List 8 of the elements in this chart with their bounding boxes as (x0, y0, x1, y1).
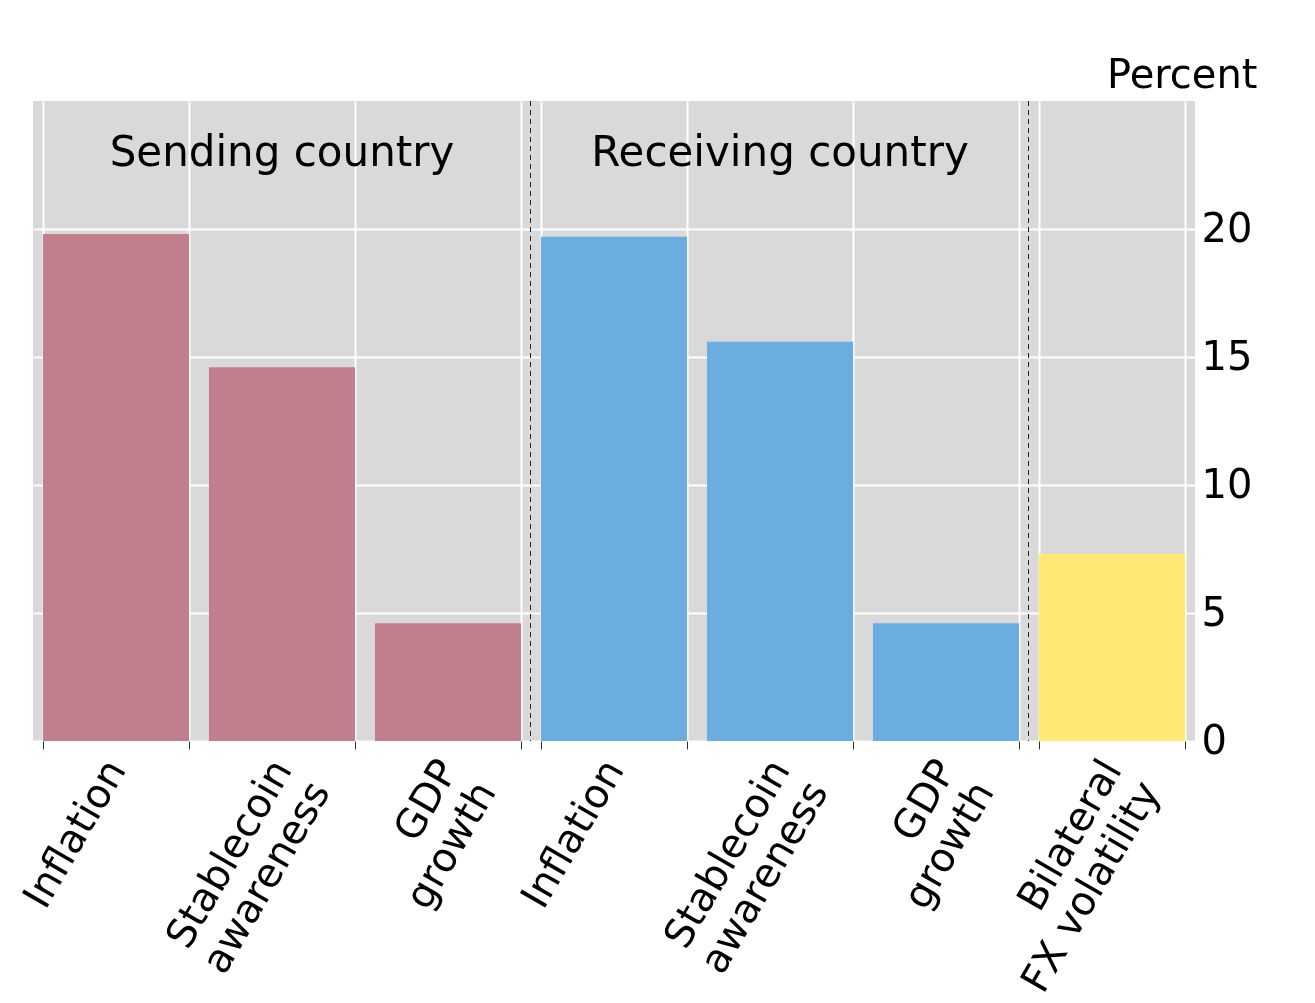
y-axis-title: Percent (1106, 50, 1258, 97)
y-tick-label: 20 (1201, 204, 1253, 251)
y-tick-label: 10 (1201, 460, 1253, 507)
y-tick-label: 5 (1201, 588, 1227, 635)
text: Receiving country (591, 127, 969, 176)
y-tick-label: 15 (1201, 332, 1253, 379)
text: Sending country (109, 127, 455, 176)
y-tick-label: 0 (1201, 716, 1227, 763)
